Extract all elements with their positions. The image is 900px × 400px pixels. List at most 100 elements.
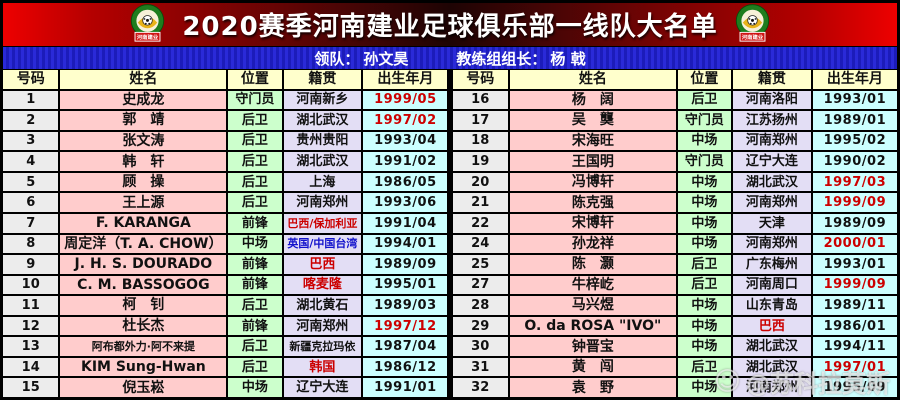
player-number: 30 (452, 337, 508, 356)
player-name: 王上源 (60, 193, 227, 212)
player-name: 陈克强 (509, 193, 676, 212)
player-position: 后卫 (228, 111, 282, 130)
column-header-1: 姓名 (509, 70, 676, 89)
player-name: 孙龙祥 (509, 234, 676, 254)
player-number: 11 (3, 296, 59, 315)
coach-group-head: 教练组组长： 杨 戟 (456, 48, 585, 69)
player-origin: 巴西 (733, 316, 811, 336)
page-title: 2020赛季河南建业足球俱乐部一线队大名单 (182, 12, 718, 42)
player-birthdate: 1999/09 (812, 193, 897, 212)
player-birthdate: 1997/03 (812, 172, 897, 192)
player-position: 中场 (677, 131, 732, 151)
player-number: 22 (452, 213, 508, 233)
player-birthdate: 1987/04 (363, 337, 448, 356)
player-position: 后卫 (228, 152, 282, 171)
player-number: 20 (452, 172, 508, 192)
player-position: 后卫 (228, 172, 282, 192)
player-birthdate: 2000/01 (812, 234, 897, 254)
player-birthdate: 1991/01 (363, 378, 448, 397)
player-position: 中场 (677, 234, 732, 254)
player-position: 前锋 (228, 213, 282, 233)
player-name: 杨 阔 (509, 90, 676, 110)
player-number: 17 (452, 111, 508, 130)
column-header-1: 姓名 (60, 70, 227, 89)
player-origin: 新疆克拉玛依 (283, 337, 362, 356)
player-name: 史成龙 (60, 90, 227, 110)
player-origin: 喀麦隆 (283, 275, 362, 295)
player-birthdate: 1995/02 (812, 131, 897, 151)
player-position: 后卫 (677, 90, 732, 110)
player-number: 5 (3, 172, 59, 192)
player-position: 后卫 (677, 275, 732, 295)
player-origin: 天津 (733, 213, 811, 233)
player-birthdate: 1993/01 (812, 90, 897, 110)
player-origin: 河南郑州 (733, 193, 811, 212)
coach-group-head-name: 杨 戟 (550, 49, 586, 68)
player-name: 郭 靖 (60, 111, 227, 130)
player-birthdate: 1993/06 (363, 193, 448, 212)
player-origin: 辽宁大连 (283, 378, 362, 397)
player-name: 吴 龑 (509, 111, 676, 130)
player-birthdate: 1995/01 (363, 275, 448, 295)
coach-group-head-label: 教练组组长： (456, 49, 547, 68)
player-number: 2 (3, 111, 59, 130)
column-header-4: 出生年月 (812, 70, 897, 89)
player-position: 守门员 (228, 90, 282, 110)
player-birthdate: 1986/12 (363, 357, 448, 377)
player-origin: 广东梅州 (733, 255, 811, 274)
player-position: 中场 (228, 234, 282, 254)
player-number: 1 (3, 90, 59, 110)
player-origin: 英国/中国台湾 (283, 234, 362, 254)
player-birthdate: 1993/04 (363, 131, 448, 151)
player-birthdate: 1986/05 (363, 172, 448, 192)
player-birthdate: 1990/02 (812, 152, 897, 171)
column-header-0: 号码 (452, 70, 508, 89)
player-number: 19 (452, 152, 508, 171)
player-position: 后卫 (228, 357, 282, 377)
player-name: 王国明 (509, 152, 676, 171)
player-origin: 湖北黄石 (283, 296, 362, 315)
page-header: 河南建业 2020赛季河南建业足球俱乐部一线队大名单 河南建业 (3, 3, 897, 46)
player-origin: 河南郑州 (733, 378, 811, 397)
player-position: 前锋 (228, 275, 282, 295)
player-number: 27 (452, 275, 508, 295)
team-leader-label: 领队： (314, 49, 360, 68)
player-name: 马兴煜 (509, 296, 676, 315)
player-origin: 河南洛阳 (733, 90, 811, 110)
player-birthdate: 1995/09 (812, 378, 897, 397)
player-position: 中场 (228, 378, 282, 397)
player-birthdate: 1993/01 (812, 255, 897, 274)
team-leader-name: 孙文昊 (363, 49, 409, 68)
player-origin: 巴西 (283, 255, 362, 274)
player-origin: 河南郑州 (733, 131, 811, 151)
player-number: 3 (3, 131, 59, 151)
crest-banner-text: 河南建业 (136, 33, 159, 41)
player-number: 14 (3, 357, 59, 377)
player-birthdate: 1989/03 (363, 296, 448, 315)
player-name: 柯 钊 (60, 296, 227, 315)
column-header-2: 位置 (677, 70, 732, 89)
player-birthdate: 1991/02 (363, 152, 448, 171)
player-name: 钟晋宝 (509, 337, 676, 356)
player-number: 25 (452, 255, 508, 274)
player-number: 24 (452, 234, 508, 254)
player-origin: 湖北武汉 (283, 152, 362, 171)
player-name: 冯博轩 (509, 172, 676, 192)
crest-banner-text: 河南建业 (740, 33, 763, 41)
player-origin: 贵州贵阳 (283, 131, 362, 151)
player-birthdate: 1999/09 (812, 275, 897, 295)
player-number: 28 (452, 296, 508, 315)
player-position: 中场 (677, 337, 732, 356)
player-position: 中场 (677, 193, 732, 212)
column-header-3: 籍贯 (733, 70, 811, 89)
player-number: 7 (3, 213, 59, 233)
player-birthdate: 1991/04 (363, 213, 448, 233)
player-name: J. H. S. DOURADO (60, 255, 227, 274)
player-name: O. da ROSA "IVO" (509, 316, 676, 336)
player-number: 32 (452, 378, 508, 397)
column-header-3: 籍贯 (283, 70, 362, 89)
player-origin: 河南郑州 (733, 234, 811, 254)
player-birthdate: 1997/12 (363, 316, 448, 336)
player-number: 13 (3, 337, 59, 356)
